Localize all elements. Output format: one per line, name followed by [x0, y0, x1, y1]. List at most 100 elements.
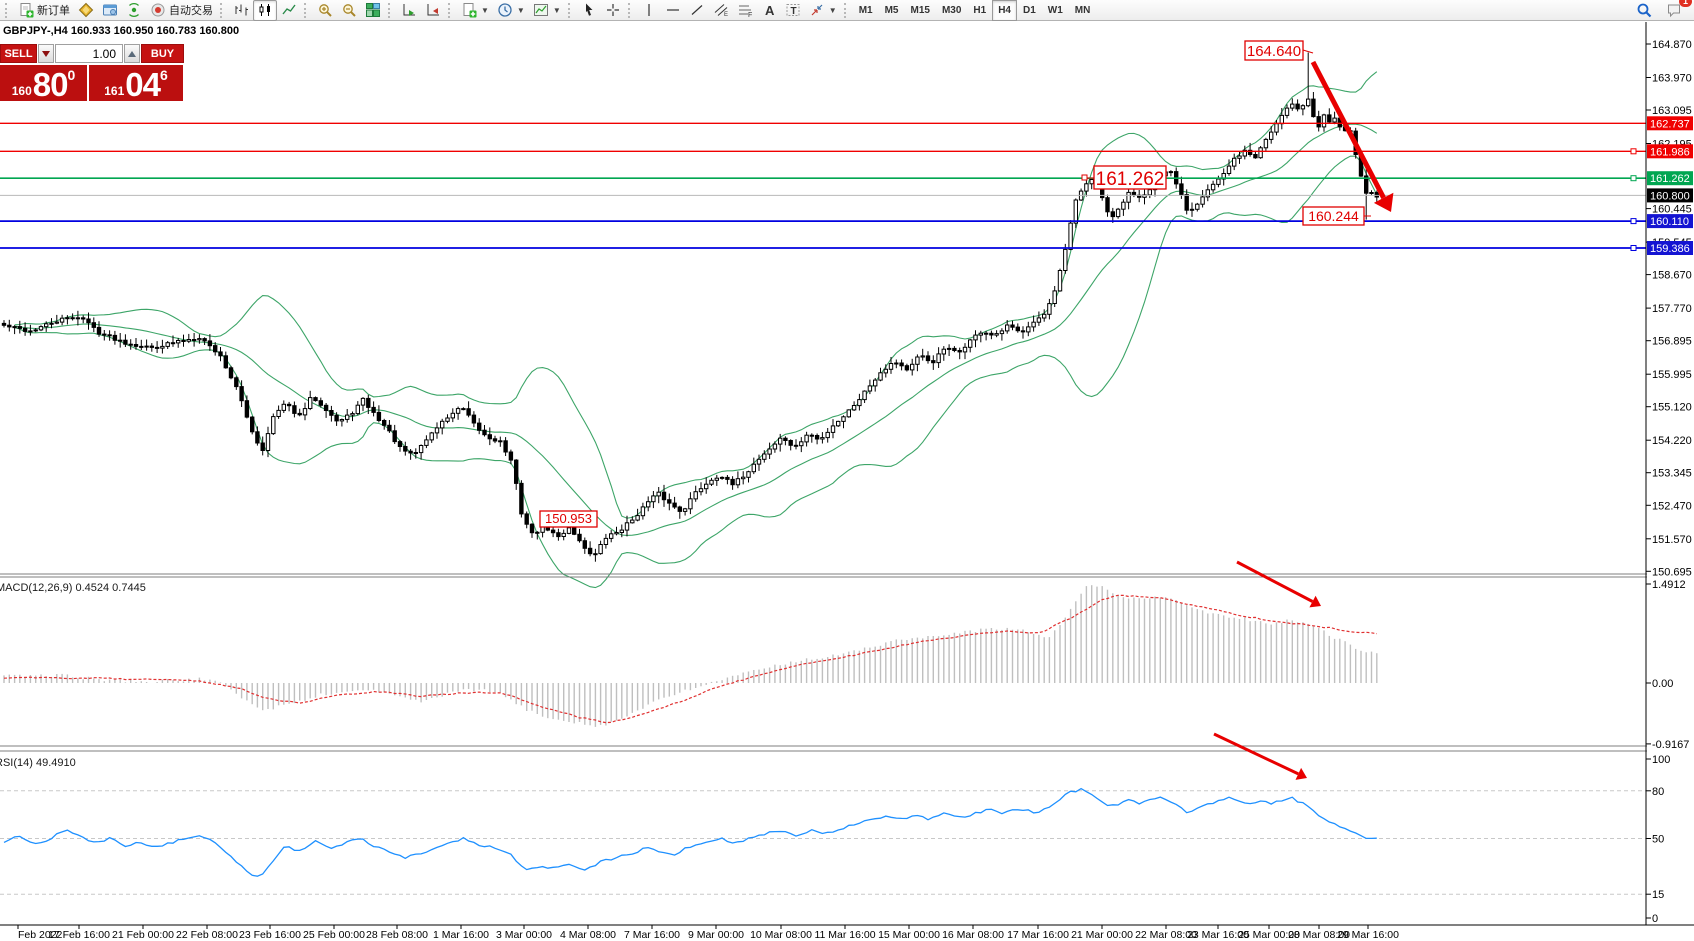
templates-button[interactable]: ▼: [529, 0, 565, 21]
time-tick: 7 Mar 16:00: [624, 929, 680, 941]
macd-signal-line: [3, 594, 1377, 724]
search: [1637, 3, 1652, 18]
fibonacci-button[interactable]: F: [733, 0, 757, 21]
cursor-button[interactable]: [577, 0, 601, 21]
arrows-button[interactable]: ▼: [805, 0, 841, 21]
line-chart-button[interactable]: [277, 0, 301, 21]
toolbar-grip[interactable]: [388, 2, 394, 18]
bollinger-middle-band: [14, 123, 1378, 536]
search-button[interactable]: [1632, 0, 1656, 21]
price-chip-161.262: 161.262: [1647, 171, 1693, 186]
sell-price[interactable]: 160 80 0: [0, 65, 87, 101]
timeframe-M15[interactable]: M15: [910, 4, 930, 16]
trend-arrow[interactable]: [1213, 732, 1307, 780]
line-handle[interactable]: [1630, 175, 1637, 182]
annotation-150.953[interactable]: 150.953: [539, 510, 598, 528]
crosshair-button[interactable]: [601, 0, 625, 21]
buy-price[interactable]: 161 04 6: [89, 65, 183, 101]
horizontal-line-button[interactable]: [661, 0, 685, 21]
buy-button[interactable]: BUY: [141, 44, 184, 63]
notifications-button[interactable]: 1: [1662, 0, 1692, 21]
time-tick: 22 Feb 08:00: [176, 929, 238, 941]
time-tick: 16 Mar 08:00: [942, 929, 1004, 941]
volume-increase-button[interactable]: [124, 44, 140, 63]
toolbar-grip[interactable]: [220, 2, 226, 18]
vertical-line-button[interactable]: [637, 0, 661, 21]
timeframe-M5[interactable]: M5: [884, 4, 899, 16]
timeframe-M30[interactable]: M30: [941, 4, 962, 16]
trend-arrow[interactable]: [1310, 60, 1394, 212]
toolbar-grip[interactable]: [843, 2, 850, 18]
text-button[interactable]: A: [757, 0, 781, 21]
indicator-list-button[interactable]: [421, 0, 445, 21]
candlestick-button[interactable]: [253, 0, 277, 21]
line-handle[interactable]: [1630, 245, 1637, 251]
signals-button[interactable]: [122, 0, 146, 21]
zoom-in-button[interactable]: [313, 0, 337, 21]
time-tick: 9 Mar 00:00: [688, 929, 744, 941]
timeframe-W1[interactable]: W1: [1047, 4, 1063, 16]
zoom-out-button[interactable]: [337, 0, 361, 21]
line-handle[interactable]: [1630, 148, 1637, 155]
timeframe-toolbar: M1 M5 M15 M30 H1 H4 D1 W1 MN: [853, 0, 1097, 21]
chart-profile-button[interactable]: [74, 0, 98, 21]
time-tick: 11 Mar 16:00: [814, 929, 875, 941]
ind2: [427, 4, 439, 16]
timeframe-H1[interactable]: H1: [973, 4, 987, 16]
channel-button[interactable]: E: [709, 0, 733, 21]
trendline-button[interactable]: [685, 0, 709, 21]
toolbar-grip[interactable]: [627, 2, 634, 18]
autotrading-button[interactable]: 自动交易: [146, 0, 217, 21]
timeframe-D1[interactable]: D1: [1023, 4, 1036, 16]
timeframe-MN[interactable]: MN: [1074, 4, 1091, 16]
bar-chart-button[interactable]: [229, 0, 253, 21]
hline: [666, 9, 679, 11]
time-tick: 17 Feb 16:00: [48, 929, 110, 941]
price-tick: 152.470: [1652, 500, 1692, 512]
annotation-160.244[interactable]: 160.244: [1302, 206, 1371, 226]
time-axis[interactable]: [0, 926, 1694, 941]
time-tick: 22 Mar 08:00: [1135, 929, 1197, 941]
new-order-button[interactable]: 新订单: [14, 0, 74, 21]
volume-decrease-button[interactable]: [38, 44, 54, 63]
price-tick: 163.970: [1652, 73, 1692, 85]
candles: [259, 4, 270, 16]
rsi-tick: 0: [1652, 913, 1658, 925]
line-handle[interactable]: [1630, 218, 1637, 225]
cursor: [585, 3, 593, 16]
toolbar-grip[interactable]: [5, 2, 11, 18]
toolbar-grip[interactable]: [567, 2, 574, 18]
indicator-window-button[interactable]: [397, 0, 421, 21]
sell-button[interactable]: SELL: [0, 44, 37, 63]
svg-text:162.737: 162.737: [1650, 118, 1690, 130]
timeframe-M1[interactable]: M1: [858, 4, 873, 16]
trend-arrow[interactable]: [1236, 560, 1321, 608]
symbol-ohlc-line: GBPJPY-,H4 160.933 160.950 160.783 160.8…: [3, 25, 240, 37]
autotrading-button-label: 自动交易: [169, 5, 213, 17]
svg-text:F: F: [748, 12, 752, 18]
buy-price-prefix: 161: [104, 84, 125, 98]
toolbar-grip[interactable]: [448, 2, 454, 18]
time-tick: 4 Mar 08:00: [560, 929, 616, 941]
price-tick: 160.445: [1652, 204, 1692, 216]
buy-price-sup: 6: [159, 67, 168, 83]
add-indicator-button[interactable]: ▼: [457, 0, 493, 21]
toolbar-grip[interactable]: [304, 2, 310, 18]
volume-input[interactable]: [55, 44, 123, 63]
annotation-164.640[interactable]: 164.640: [1244, 40, 1314, 61]
label-button[interactable]: T: [781, 0, 805, 21]
timeframe-H4[interactable]: H4: [992, 0, 1017, 21]
time-tick: 15 Mar 00:00: [878, 929, 940, 941]
tile-windows-button[interactable]: [361, 0, 385, 21]
new-order-button-label: 新订单: [37, 5, 70, 17]
data-window-button[interactable]: [98, 0, 122, 21]
svg-text:160.110: 160.110: [1650, 216, 1689, 228]
annotation-161.262[interactable]: 161.262: [1081, 165, 1167, 190]
time-tick: 21 Mar 00:00: [1071, 929, 1133, 941]
time-tick: 29 Mar 16:00: [1337, 929, 1399, 941]
macd-histogram: [3, 585, 1378, 727]
crosshair: [606, 4, 619, 16]
doc-plus2: [463, 3, 477, 18]
periods-button[interactable]: ▼: [493, 0, 529, 21]
